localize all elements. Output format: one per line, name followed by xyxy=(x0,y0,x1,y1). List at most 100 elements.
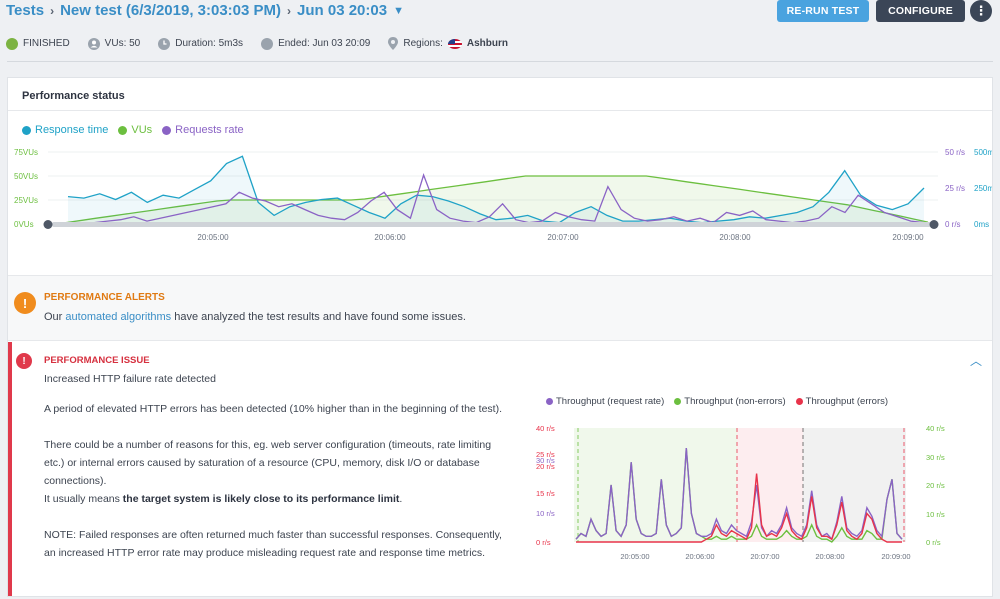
y-right-tick-label: 10 r/s xyxy=(926,510,945,519)
x-tick-label: 20:07:00 xyxy=(547,233,579,242)
status-text: FINISHED xyxy=(23,38,70,49)
y-right-rate-tick-label: 25 r/s xyxy=(945,184,965,193)
performance-status-card: Performance status Response time VUs Req… xyxy=(7,77,993,597)
y-left-errors-tick-label: 40 r/s xyxy=(536,424,555,433)
legend-dot-icon xyxy=(546,398,553,405)
issue-note: NOTE: Failed responses are often returne… xyxy=(44,529,502,559)
clock-icon xyxy=(158,37,171,50)
chevron-right-icon: › xyxy=(287,3,292,18)
y-right-tick-label: 30 r/s xyxy=(926,453,945,462)
stop-circle-icon xyxy=(261,37,274,50)
vus-info: VUs: 50 xyxy=(87,37,141,50)
legend-dot-icon xyxy=(118,125,128,135)
error-period-band xyxy=(737,428,803,542)
breadcrumb-test-link[interactable]: New test (6/3/2019, 3:03:03 PM) xyxy=(60,2,282,19)
tail-period-band xyxy=(803,428,906,542)
legend-vus[interactable]: VUs xyxy=(118,124,152,136)
x-tick-label: 20:08:00 xyxy=(815,552,844,561)
y-left-tick-label: 25VUs xyxy=(14,196,38,205)
warning-icon: ! xyxy=(14,292,36,314)
regions-label: Regions: xyxy=(403,38,443,49)
y-left-tick-label: 0VUs xyxy=(14,220,34,229)
caret-down-icon[interactable]: ▼ xyxy=(393,4,404,17)
performance-alerts: ! PERFORMANCE ALERTS Our automated algor… xyxy=(8,275,992,341)
issue-paragraph: A period of elevated HTTP errors has bee… xyxy=(44,403,503,415)
region-name: Ashburn xyxy=(466,38,508,49)
y-left-rate-tick-label: 30 r/s xyxy=(536,456,555,465)
legend-errors[interactable]: Throughput (errors) xyxy=(795,396,888,407)
y-right-tick-label: 40 r/s xyxy=(926,424,945,433)
y-left-errors-tick-label: 25 r/s xyxy=(536,450,555,459)
y-left-errors-tick-label: 15 r/s xyxy=(536,489,555,498)
timeline-scrollbar xyxy=(52,222,936,227)
more-options-icon[interactable]: ⋮ xyxy=(970,0,992,22)
errors-series-line xyxy=(576,473,902,543)
top-bar: Tests › New test (6/3/2019, 3:03:03 PM) … xyxy=(0,0,1000,28)
y-right-tick-label: 0 r/s xyxy=(926,538,941,547)
response-time-area xyxy=(68,156,924,224)
issue-description: A period of elevated HTTP errors has bee… xyxy=(44,400,509,580)
x-tick-label: 20:09:00 xyxy=(892,233,924,242)
test-meta-bar: FINISHED VUs: 50 Duration: 5m3s Ended: J… xyxy=(6,37,526,50)
chevron-right-icon: › xyxy=(50,3,55,18)
regions-info: Regions: Ashburn xyxy=(388,37,508,50)
duration-text: Duration: 5m3s xyxy=(175,38,244,49)
status-dot-icon xyxy=(6,37,18,50)
y-left-errors-tick-label: 0 r/s xyxy=(536,538,551,547)
vus-series-line xyxy=(55,175,929,225)
divider xyxy=(7,61,993,62)
card-title: Performance status xyxy=(22,90,125,102)
legend-requests-rate[interactable]: Requests rate xyxy=(162,124,244,136)
ended-info: Ended: Jun 03 20:09 xyxy=(261,37,371,50)
x-tick-label: 20:07:00 xyxy=(750,552,779,561)
ended-text: Ended: Jun 03 20:09 xyxy=(278,38,371,49)
issue-subtitle: Increased HTTP failure rate detected xyxy=(44,373,216,385)
chevron-up-icon[interactable]: ︿ xyxy=(970,354,983,368)
performance-status-chart[interactable]: 75VUs 50VUs 25VUs 0VUs 50 r/s 25 r/s 0 r/s 500m… xyxy=(8,142,992,252)
y-right-rate-tick-label: 0 r/s xyxy=(945,220,961,229)
performance-issue: ! PERFORMANCE ISSUE Increased HTTP failu… xyxy=(8,342,992,596)
x-tick-label: 20:09:00 xyxy=(881,552,910,561)
automated-algorithms-link[interactable]: automated algorithms xyxy=(65,311,172,323)
map-pin-icon xyxy=(388,37,399,50)
y-left-rate-tick-label: 10 r/s xyxy=(536,509,555,518)
y-left-tick-label: 75VUs xyxy=(14,148,38,157)
legend-response-time[interactable]: Response time xyxy=(22,124,108,136)
legend-non-errors[interactable]: Throughput (non-errors) xyxy=(674,396,786,407)
error-icon: ! xyxy=(16,353,32,369)
legend-request-rate[interactable]: Throughput (request rate) xyxy=(546,396,664,407)
breadcrumb-run-selector[interactable]: Jun 03 20:03 xyxy=(297,2,388,19)
request-rate-series-line xyxy=(575,447,903,541)
configure-button[interactable]: CONFIGURE xyxy=(876,0,965,22)
x-tick-label: 20:05:00 xyxy=(620,552,649,561)
user-icon xyxy=(87,37,100,50)
y-left-errors-tick-label: 20 r/s xyxy=(536,462,555,471)
chart-legend: Response time VUs Requests rate xyxy=(22,124,244,136)
status-badge: FINISHED xyxy=(6,37,70,50)
x-tick-label: 20:08:00 xyxy=(719,233,751,242)
y-left-tick-label: 50VUs xyxy=(14,172,38,181)
vus-text: VUs: 50 xyxy=(104,38,141,49)
legend-dot-icon xyxy=(22,125,31,135)
alerts-text: Our automated algorithms have analyzed t… xyxy=(44,311,466,323)
requests-rate-series-line xyxy=(68,172,925,225)
legend-dot-icon xyxy=(162,125,172,135)
scroll-right-icon xyxy=(929,220,939,229)
x-tick-label: 20:06:00 xyxy=(374,233,406,242)
rerun-test-button[interactable]: RE-RUN TEST xyxy=(777,0,869,22)
breadcrumb-tests-link[interactable]: Tests xyxy=(6,2,45,19)
alerts-title: PERFORMANCE ALERTS xyxy=(44,292,165,303)
legend-dot-icon xyxy=(795,398,803,405)
duration-info: Duration: 5m3s xyxy=(158,37,244,50)
issue-title: PERFORMANCE ISSUE xyxy=(44,355,150,366)
throughput-chart[interactable]: 40 r/s 25 r/s 20 r/s 15 r/s 0 r/s 30 r/s 10 r/… xyxy=(512,416,952,592)
issue-paragraph: There could be a number of reasons for t… xyxy=(44,439,492,487)
y-right-rate-tick-label: 50 r/s xyxy=(945,148,965,157)
y-right-ms-tick-label: 250ms xyxy=(974,184,992,193)
issue-paragraph: It usually means the target system is li… xyxy=(44,493,403,505)
scroll-left-icon xyxy=(43,220,53,229)
y-right-ms-tick-label: 500ms xyxy=(974,148,992,157)
legend-dot-icon xyxy=(674,398,682,405)
x-tick-label: 20:06:00 xyxy=(685,552,714,561)
non-error-period-band xyxy=(574,428,737,542)
